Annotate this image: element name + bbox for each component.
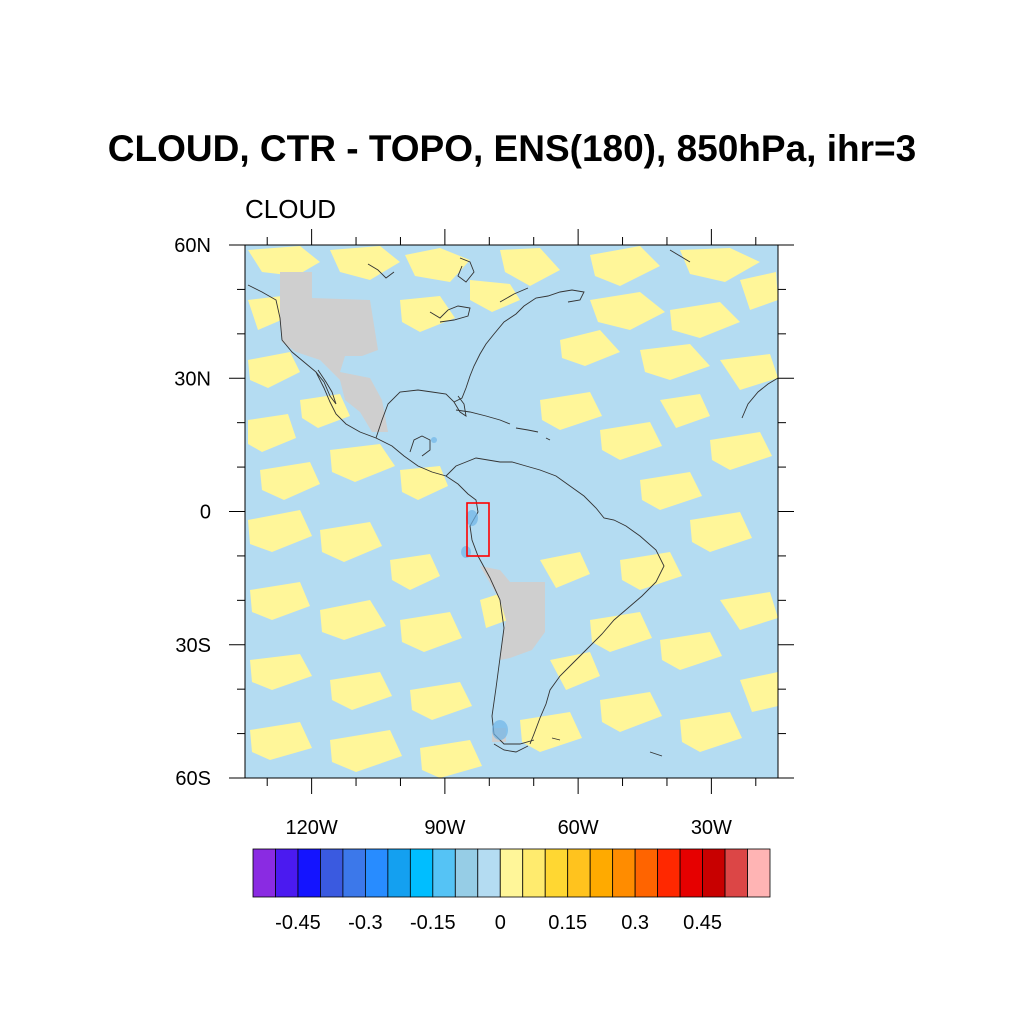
lat-label: 30S — [175, 635, 211, 657]
colorbar-swatch — [320, 848, 344, 898]
coastal-negative-spots — [431, 437, 508, 740]
colorbar-swatch — [544, 848, 569, 898]
colorbar-swatch — [724, 848, 748, 898]
colorbar-swatch — [679, 848, 703, 898]
rocky-mountain-mask — [280, 272, 388, 432]
colorbar-swatch — [387, 848, 411, 898]
lon-label: 120W — [286, 817, 338, 839]
coastlines — [247, 249, 778, 757]
colorbar-swatch — [477, 848, 501, 898]
colorbar-swatch — [252, 848, 276, 898]
colorbar-swatch — [567, 848, 591, 898]
colorbar — [252, 848, 771, 898]
colorbar-swatch — [747, 848, 771, 898]
colorbar-swatch — [409, 848, 434, 898]
positive-anomaly-field — [248, 246, 778, 778]
colorbar-swatch — [589, 848, 614, 898]
colorbar-swatch — [702, 848, 726, 898]
lon-label: 60W — [558, 817, 599, 839]
colorbar-label: 0.45 — [683, 912, 722, 934]
lat-label: 30N — [174, 368, 211, 390]
lat-label: 60S — [175, 768, 211, 790]
lat-label: 0 — [200, 502, 211, 524]
marked-region-box — [466, 502, 490, 557]
masked-terrain — [280, 272, 545, 742]
colorbar-label: 0.15 — [548, 912, 587, 934]
lon-label: 90W — [424, 817, 465, 839]
colorbar-swatch — [275, 848, 299, 898]
colorbar-swatch — [297, 848, 321, 898]
colorbar-swatch — [522, 848, 546, 898]
colorbar-swatch — [342, 848, 366, 898]
lat-label: 60N — [174, 235, 211, 257]
colorbar-swatch — [499, 848, 524, 898]
colorbar-swatch — [432, 848, 456, 898]
andes-mask — [480, 566, 545, 660]
colorbar-swatch — [612, 848, 636, 898]
colorbar-label: 0 — [495, 912, 506, 934]
colorbar-label: -0.3 — [348, 912, 382, 934]
chart-title: CLOUD, CTR - TOPO, ENS(180), 850hPa, ihr… — [107, 128, 917, 169]
colorbar-swatch — [364, 848, 389, 898]
colorbar-swatch — [657, 848, 681, 898]
colorbar-label: -0.45 — [275, 912, 321, 934]
colorbar-label: -0.15 — [410, 912, 456, 934]
lon-label: 30W — [691, 817, 732, 839]
variable-label: CLOUD — [245, 194, 337, 224]
colorbar-swatch — [634, 848, 659, 898]
colorbar-swatch — [454, 848, 479, 898]
colorbar-label: 0.3 — [621, 912, 649, 934]
